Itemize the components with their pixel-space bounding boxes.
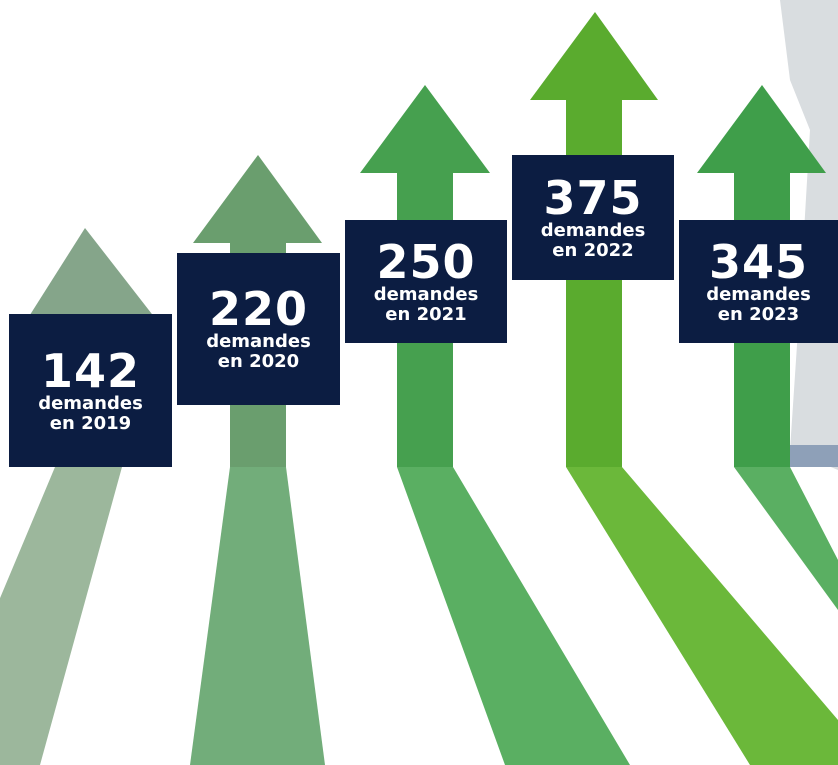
count: 345 <box>709 239 808 285</box>
photo <box>790 445 838 467</box>
count: 220 <box>209 286 308 332</box>
label-box: 220 demandes en 2020 <box>177 253 340 405</box>
label-box: 375 demandes en 2022 <box>512 155 674 280</box>
arrow-head <box>360 85 490 173</box>
page: {"items": [ {"number": 142, "line1": "de… <box>0 0 838 765</box>
arrow-head <box>530 12 658 100</box>
label-box: 345 demandes en 2023 <box>679 220 838 343</box>
unit: demandes <box>206 332 311 352</box>
unit: demandes <box>374 285 479 305</box>
arrow-trail <box>0 467 122 765</box>
year: en 2019 <box>50 414 131 434</box>
arrow-head <box>28 228 155 318</box>
arrow-head <box>193 155 322 243</box>
label-box: 142 demandes en 2019 <box>9 314 172 467</box>
year: en 2020 <box>218 352 299 372</box>
unit: demandes <box>706 285 811 305</box>
label-box: 250 demandes en 2021 <box>345 220 507 343</box>
count: 375 <box>543 175 642 221</box>
count: 142 <box>41 348 140 394</box>
count: 250 <box>376 239 475 285</box>
year: en 2021 <box>385 305 466 325</box>
year: en 2022 <box>552 241 633 261</box>
unit: demandes <box>541 221 646 241</box>
arrow-trail <box>190 467 325 765</box>
arrow-trail <box>734 467 838 610</box>
unit: demandes <box>38 394 143 414</box>
year: en 2023 <box>718 305 799 325</box>
